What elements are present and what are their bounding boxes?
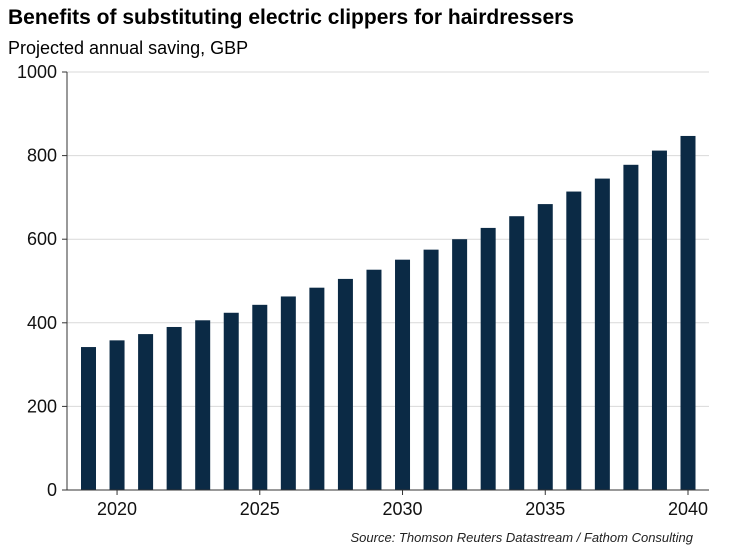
x-tick-label: 2025	[240, 499, 280, 519]
y-tick-label: 400	[27, 313, 57, 333]
bar-2021	[138, 334, 154, 490]
axes	[62, 71, 709, 495]
gridlines	[67, 71, 709, 407]
x-tick-label: 2020	[97, 499, 137, 519]
bar-2026	[280, 296, 296, 490]
bar-2040	[680, 135, 696, 491]
bar-2035	[537, 204, 553, 490]
bar-2030	[395, 259, 411, 490]
x-tick-label: 2035	[525, 499, 565, 519]
y-tick-label: 1000	[17, 62, 57, 82]
bar-2034	[509, 216, 525, 490]
bar-2019	[81, 347, 96, 490]
bar-2025	[252, 304, 268, 490]
y-tick-label: 200	[27, 396, 57, 416]
x-tick-label: 2040	[668, 499, 708, 519]
bar-2037	[594, 178, 610, 490]
bar-2036	[566, 191, 582, 490]
bar-2028	[337, 278, 353, 490]
source-note: Source: Thomson Reuters Datastream / Fat…	[350, 530, 693, 545]
y-tick-label: 600	[27, 229, 57, 249]
bar-2039	[651, 150, 667, 491]
bar-2038	[623, 164, 639, 490]
x-tick-label: 2030	[383, 499, 423, 519]
y-tick-labels: 0 200 400 600 800 1000	[17, 62, 57, 500]
chart-title: Benefits of substituting electric clippe…	[8, 6, 574, 29]
chart-subtitle: Projected annual saving, GBP	[8, 38, 249, 58]
bar-2024	[223, 312, 239, 490]
bar-2027	[309, 287, 325, 490]
bar-2031	[423, 249, 439, 490]
bar-2023	[195, 320, 211, 490]
y-tick-label: 800	[27, 146, 57, 166]
y-tick-label: 0	[47, 480, 57, 500]
bar-2029	[366, 269, 382, 490]
bar-2032	[452, 239, 468, 490]
bar-2020	[109, 340, 125, 490]
bars	[81, 135, 696, 491]
x-tick-labels: 2020 2025 2030 2035 2040	[97, 499, 708, 519]
bar-2022	[166, 326, 182, 490]
bar-2033	[480, 227, 496, 490]
